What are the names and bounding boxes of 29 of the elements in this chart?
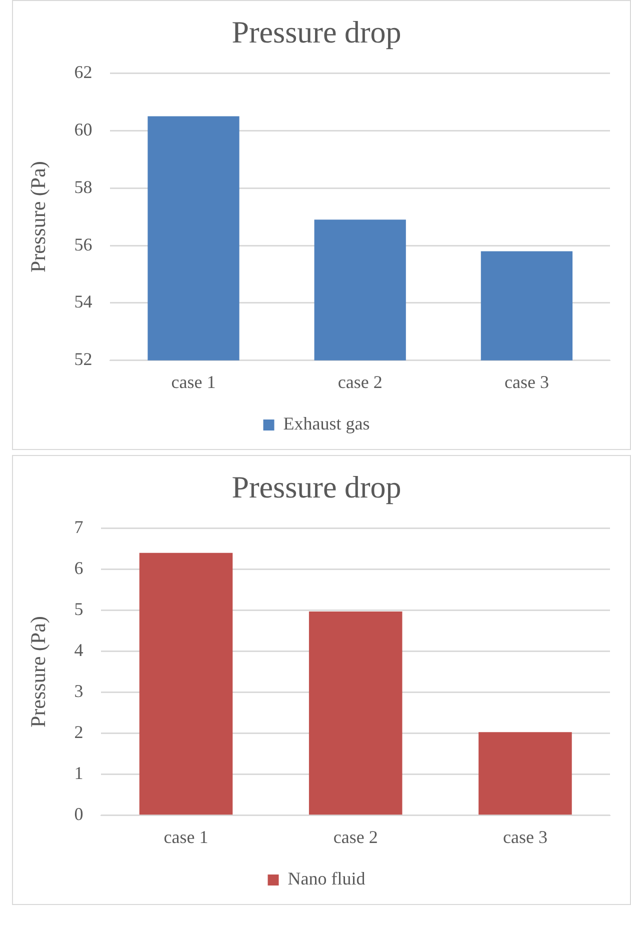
y-axis-title: Pressure (Pa) <box>26 616 50 728</box>
chart-title: Pressure drop <box>232 470 402 505</box>
legend-label: Nano fluid <box>288 868 366 889</box>
y-tick-label: 7 <box>74 516 84 537</box>
y-tick-label: 52 <box>74 349 92 370</box>
x-tick-label: case 2 <box>333 826 378 847</box>
y-tick-label: 1 <box>74 763 84 784</box>
y-tick-label: 3 <box>74 681 84 702</box>
y-tick-label: 58 <box>74 176 92 197</box>
y-tick-label: 56 <box>74 234 92 254</box>
x-tick-label: case 1 <box>164 826 208 847</box>
y-tick-label: 0 <box>74 804 84 824</box>
y-tick-label: 60 <box>74 119 92 140</box>
y-tick-label: 54 <box>74 292 92 312</box>
x-tick-label: case 3 <box>504 372 549 392</box>
bar <box>478 732 572 815</box>
bar <box>139 552 233 815</box>
legend-label: Exhaust gas <box>283 414 370 434</box>
y-tick-label: 6 <box>74 558 84 578</box>
y-tick-label: 4 <box>74 640 84 660</box>
bar <box>308 611 402 815</box>
x-tick-label: case 2 <box>338 372 382 392</box>
chart-title: Pressure drop <box>232 14 402 50</box>
y-tick-label: 5 <box>74 598 84 619</box>
y-tick-label: 2 <box>74 722 84 742</box>
y-axis-title: Pressure (Pa) <box>26 161 50 272</box>
y-tick-label: 62 <box>74 62 92 82</box>
x-tick-label: case 1 <box>171 372 216 392</box>
x-tick-label: case 3 <box>502 826 548 847</box>
